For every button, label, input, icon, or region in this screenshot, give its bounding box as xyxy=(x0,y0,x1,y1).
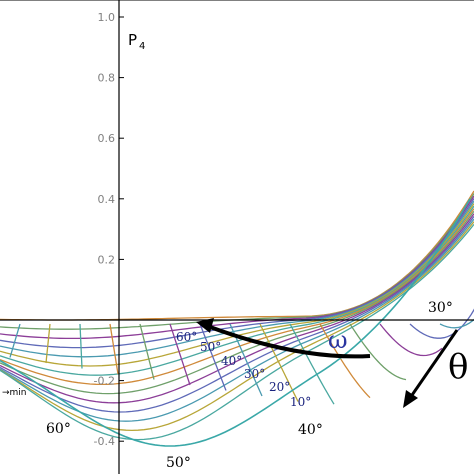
mesh-level-curve xyxy=(0,210,474,395)
y-axis-label: P xyxy=(128,31,137,49)
theta-arrow xyxy=(408,329,459,399)
mesh-angle-curve xyxy=(379,323,443,357)
y-tick-label: 0.8 xyxy=(98,72,116,85)
y-tick-label: -0.4 xyxy=(94,435,115,448)
y-tick-label: -0.2 xyxy=(94,375,115,388)
min-label: →min xyxy=(2,388,27,398)
y-tick-label: 0.4 xyxy=(98,193,116,206)
mesh-level-curve xyxy=(0,208,474,386)
theta-arrowhead xyxy=(403,390,418,408)
mesh-level-curve xyxy=(0,213,474,404)
omega-label-50: 50° xyxy=(200,340,221,354)
mesh-angle-curve xyxy=(199,323,227,391)
mesh-level-curve xyxy=(0,198,474,349)
surface-mesh xyxy=(0,190,474,447)
mesh-angle-curve xyxy=(289,323,335,405)
omega-label-40: 40° xyxy=(221,354,242,368)
y-axis-label-subscript: 4 xyxy=(139,41,145,52)
omega-label-10: 10° xyxy=(290,395,311,409)
mesh-angle-curve xyxy=(45,323,51,364)
mesh-angle-curve xyxy=(439,318,474,329)
omega-arrow xyxy=(209,325,371,359)
mesh-angle-curve xyxy=(319,323,371,399)
omega-label-60: 60° xyxy=(176,330,197,344)
mesh-level-curve xyxy=(0,193,474,330)
omega-label-30: 30° xyxy=(244,367,265,381)
theta-label: θ xyxy=(448,347,468,387)
mesh-level-curve xyxy=(0,195,474,340)
y-tick-label: 1.0 xyxy=(98,11,116,24)
theta-label-60: 60° xyxy=(46,421,71,437)
theta-label-40: 40° xyxy=(298,422,323,438)
mesh-envelope-curve xyxy=(0,198,471,447)
mesh-angle-curve xyxy=(259,323,299,402)
mesh-angle-curve xyxy=(109,323,119,375)
mesh-angle-curve xyxy=(79,323,83,369)
y-tick-label: 0.6 xyxy=(98,132,116,145)
mesh-level-curve xyxy=(0,200,474,358)
mesh-angle-curve xyxy=(9,323,21,358)
y-ticks: 1.0 0.8 0.6 0.4 0.2 -0.2 -0.4 xyxy=(94,11,124,448)
y-tick-label: 0.2 xyxy=(98,253,116,266)
mesh-level-curve xyxy=(0,190,474,321)
mesh-angle-curve xyxy=(169,323,191,386)
mesh-level-curve xyxy=(0,221,474,432)
mesh-angle-curve xyxy=(139,323,155,380)
mesh-level-curve xyxy=(0,223,474,441)
theta-label-50: 50° xyxy=(166,455,191,471)
theta-label-30: 30° xyxy=(428,300,453,316)
omega-label: ω xyxy=(328,326,348,354)
mesh-angle-curve xyxy=(349,323,407,381)
mesh-angle-curve xyxy=(409,308,474,339)
omega-label-20: 20° xyxy=(269,380,290,394)
mesh-level-curve xyxy=(0,216,474,413)
omega-arrowhead xyxy=(196,318,214,333)
